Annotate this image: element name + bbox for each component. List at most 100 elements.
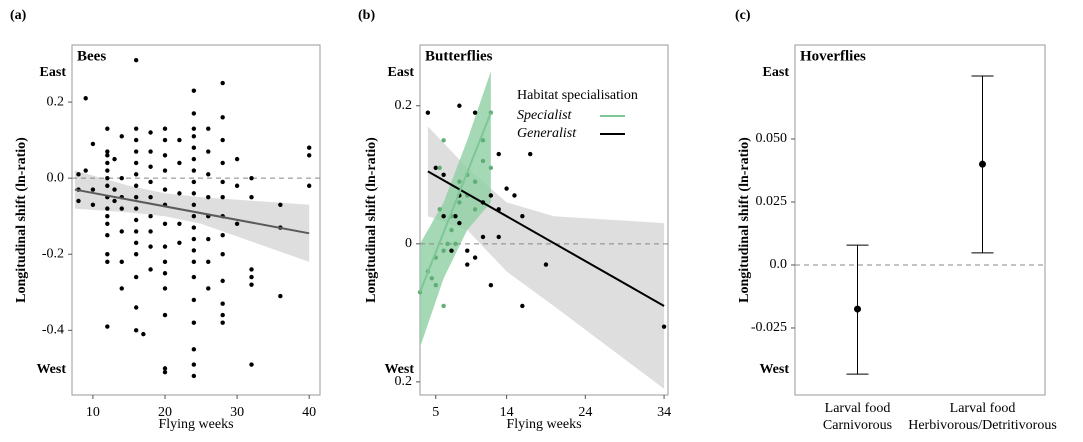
data-point [148, 229, 153, 234]
data-point [206, 286, 211, 291]
data-point [191, 274, 197, 280]
data-point [148, 213, 153, 219]
fit-line [427, 170, 665, 307]
data-point [191, 179, 197, 185]
x-tick-label: 34 [657, 405, 671, 420]
x-tick-label: 20 [158, 405, 172, 420]
data-point [206, 236, 211, 242]
data-point [191, 373, 197, 379]
data-point [90, 187, 96, 192]
data-point [457, 200, 462, 205]
data-point [133, 160, 139, 166]
data-point [278, 293, 283, 299]
data-point [112, 198, 117, 204]
data-point [141, 331, 146, 337]
data-point [457, 103, 462, 108]
data-point [306, 183, 312, 188]
data-point [543, 262, 549, 267]
direction-label: West [759, 362, 789, 377]
direction-label: East [388, 65, 415, 80]
data-point [105, 213, 110, 219]
data-point [441, 303, 446, 309]
data-point [90, 141, 96, 147]
data-point [105, 259, 110, 265]
data-point [220, 252, 225, 257]
direction-label: West [384, 362, 414, 377]
data-point [528, 151, 533, 157]
data-point [148, 130, 153, 135]
data-point [306, 153, 312, 158]
data-point [512, 193, 517, 198]
data-point [453, 241, 458, 247]
data-point [206, 259, 211, 265]
data-point [105, 233, 110, 238]
data-point [83, 96, 88, 101]
data-point [249, 175, 254, 181]
data-point [162, 271, 168, 276]
data-point [133, 252, 139, 257]
data-point [119, 134, 124, 139]
x-category-label: Carnivorous [823, 418, 892, 433]
data-point [112, 187, 117, 192]
data-point [661, 324, 667, 329]
data-point [105, 324, 110, 329]
data-point [177, 240, 182, 246]
data-point [249, 194, 254, 200]
y-tick-label: 0.0 [770, 257, 788, 272]
data-point [220, 320, 225, 325]
data-point [433, 283, 438, 288]
x-tick-label: 40 [302, 405, 316, 420]
data-point [191, 134, 197, 139]
data-point [105, 149, 110, 154]
data-point [76, 198, 81, 204]
data-point [191, 145, 197, 150]
data-point [457, 220, 462, 226]
data-point [105, 206, 110, 211]
data-point [472, 110, 478, 115]
confidence-band [420, 71, 491, 348]
data-point [488, 193, 494, 198]
data-point [249, 282, 254, 287]
data-point [191, 88, 197, 93]
data-point [429, 276, 435, 281]
data-point [234, 156, 240, 162]
x-tick-label: 10 [86, 405, 100, 420]
data-point [191, 213, 197, 219]
data-point [220, 194, 225, 200]
data-point [112, 156, 117, 162]
data-point [119, 229, 124, 234]
panel-title: Hoverflies [800, 48, 866, 64]
data-point [220, 301, 225, 306]
data-point [278, 202, 283, 207]
data-point [472, 207, 478, 212]
data-point [191, 259, 197, 265]
data-point [148, 194, 153, 200]
data-point [162, 187, 168, 192]
data-point [441, 214, 446, 219]
data-point [441, 138, 446, 143]
data-point [133, 183, 139, 188]
data-point [437, 207, 442, 212]
panel-label: (b) [358, 8, 375, 23]
data-point [480, 234, 486, 240]
data-point [191, 320, 197, 325]
data-point [465, 248, 470, 253]
data-point [177, 137, 182, 143]
direction-label: East [40, 65, 67, 80]
x-category-label: Herbivorous/Detritivorous [908, 418, 1057, 433]
data-point [105, 221, 110, 227]
x-tick-label: 30 [230, 405, 244, 420]
data-point [133, 172, 139, 177]
data-point [433, 165, 438, 171]
data-point [148, 179, 153, 185]
y-tick-label: 0.2 [395, 98, 413, 113]
data-point [105, 175, 110, 181]
data-point [162, 366, 168, 371]
data-point [162, 369, 168, 375]
data-point [453, 214, 458, 219]
data-point [191, 156, 197, 162]
data-point [425, 110, 431, 115]
y-tick-label: 0.2 [47, 94, 65, 109]
